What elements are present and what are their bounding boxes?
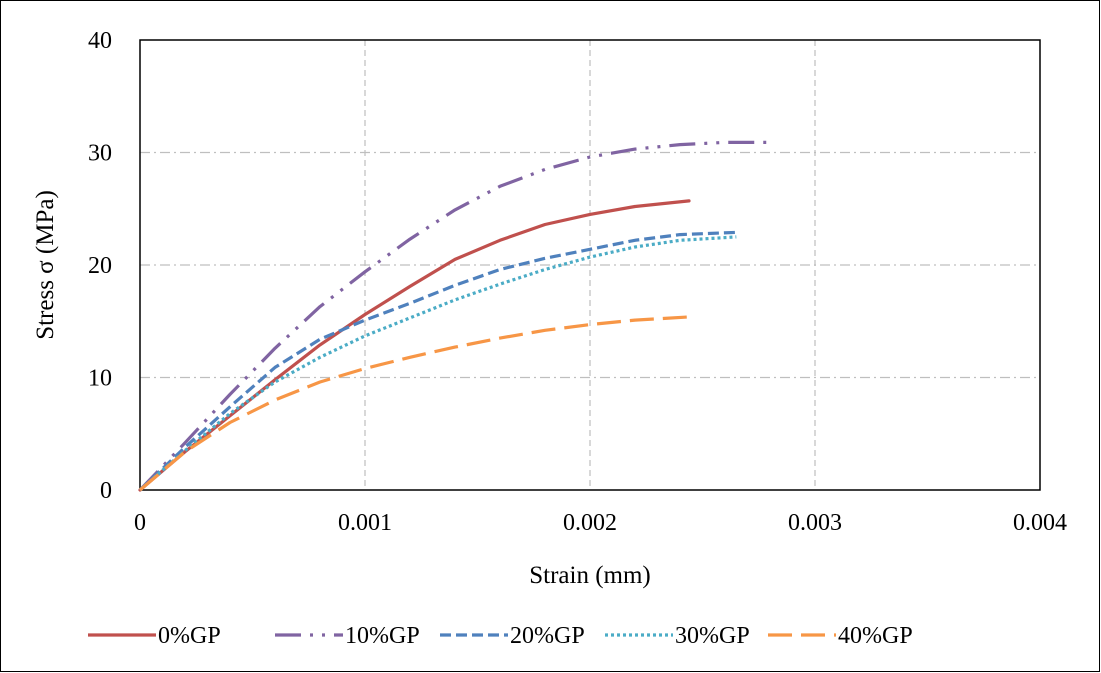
legend-label: 40%GP	[838, 623, 913, 649]
y-axis-title: Stress σ (MPa)	[32, 190, 59, 340]
y-tick-label: 40	[88, 28, 112, 54]
x-tick-label: 0.004	[1013, 510, 1067, 536]
y-tick-label: 30	[88, 141, 112, 167]
series-line	[138, 199, 691, 492]
legend-label: 20%GP	[510, 623, 585, 649]
legend-label: 0%GP	[158, 623, 221, 649]
series-line	[138, 235, 737, 492]
y-tick-label: 20	[88, 253, 112, 279]
x-axis-title: Strain (mm)	[529, 562, 651, 589]
series-line	[138, 315, 692, 492]
series-lines	[138, 140, 770, 492]
legend: 0%GP 10%GP 20%GP 30%GP 40%GP	[88, 623, 913, 649]
legend-label: 10%GP	[345, 623, 420, 649]
x-tick-label: 0.003	[788, 510, 842, 536]
y-tick-label: 10	[88, 366, 112, 392]
tick-labels: 0 0.001 0.002 0.003 0.004 0 10 20 30 40	[88, 28, 1067, 536]
x-tick-label: 0	[134, 510, 146, 536]
gridlines	[140, 40, 1040, 490]
x-tick-label: 0.001	[338, 510, 392, 536]
series-line	[138, 230, 737, 492]
legend-label: 30%GP	[675, 623, 750, 649]
plot-area-frame	[139, 39, 1041, 491]
x-tick-label: 0.002	[563, 510, 617, 536]
y-tick-label: 0	[100, 478, 112, 504]
series-line	[138, 140, 770, 492]
